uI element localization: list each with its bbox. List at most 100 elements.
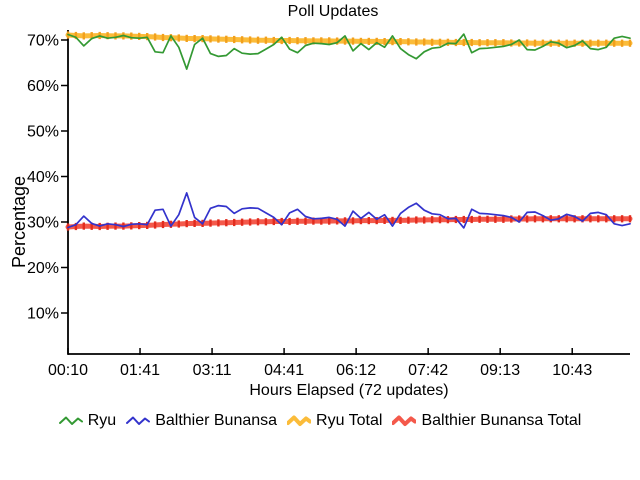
ryu-series bbox=[67, 33, 631, 70]
y-tick-label: 40% bbox=[27, 169, 59, 186]
ryu-total-marker bbox=[565, 39, 568, 47]
ryu-total-marker bbox=[391, 38, 394, 46]
y-axis-label: Percentage bbox=[9, 176, 29, 268]
balthier-bunansa-total-marker bbox=[90, 222, 93, 230]
legend-item-ryu: Ryu bbox=[58, 412, 117, 430]
ryu-total-marker bbox=[510, 39, 513, 47]
ryu-total-legend-line-icon bbox=[287, 415, 312, 426]
balthier-bunansa-total-marker bbox=[549, 215, 552, 223]
ryu-total-marker bbox=[320, 37, 323, 45]
balthier-bunansa-total-marker bbox=[525, 215, 529, 223]
x-tick-label: 01:41 bbox=[120, 362, 160, 379]
ryu-total-marker bbox=[217, 35, 220, 43]
ryu-total-marker bbox=[423, 38, 426, 46]
ryu-total-marker bbox=[248, 36, 252, 44]
ryu-total-marker bbox=[620, 39, 624, 47]
balthier-bunansa-total-marker bbox=[613, 215, 616, 223]
ryu-total-marker bbox=[240, 36, 244, 44]
balthier-bunansa-total-marker bbox=[74, 222, 78, 231]
balthier-bunansa-total-marker bbox=[446, 216, 450, 224]
x-tick-label: 03:11 bbox=[193, 362, 232, 379]
balthier-bunansa-total-marker bbox=[185, 220, 188, 228]
x-tick-label: 00:10 bbox=[48, 362, 88, 379]
y-tick-label: 60% bbox=[27, 78, 59, 95]
balthier-bunansa-total-marker bbox=[533, 215, 537, 223]
x-tick-label: 07:42 bbox=[408, 362, 448, 379]
ryu-total-marker bbox=[541, 39, 545, 47]
ryu-total-series bbox=[65, 31, 633, 47]
balthier-bunansa-total-marker bbox=[288, 217, 291, 226]
balthier-bunansa-total-marker bbox=[573, 215, 576, 223]
balthier-bunansa-total-marker bbox=[320, 217, 323, 225]
balthier-bunansa-total-marker bbox=[470, 215, 473, 224]
balthier-bunansa-total-marker bbox=[541, 215, 545, 223]
ryu-total-marker bbox=[304, 37, 307, 45]
ryu-total-marker bbox=[114, 32, 117, 40]
ryu-total-marker bbox=[573, 39, 576, 47]
ryu-total-marker bbox=[525, 39, 529, 47]
ryu-total-marker bbox=[185, 34, 188, 42]
ryu-total-marker bbox=[613, 39, 616, 47]
ryu-total-marker bbox=[106, 32, 109, 40]
ryu-total-marker bbox=[518, 39, 521, 47]
balthier-bunansa-total-marker bbox=[581, 215, 584, 223]
ryu-total-marker bbox=[193, 35, 196, 43]
legend-item-balthier-bunansa-total: Balthier Bunansa Total bbox=[392, 412, 581, 430]
ryu-total-marker bbox=[415, 38, 418, 46]
balthier-bunansa-total-marker bbox=[375, 217, 378, 225]
legend-label-ryu: Ryu bbox=[87, 412, 117, 429]
balthier-bunansa-total-marker bbox=[256, 218, 260, 226]
balthier-bunansa-total-marker bbox=[193, 219, 196, 227]
ryu-total-marker bbox=[82, 32, 85, 40]
balthier-bunansa-total-marker bbox=[177, 220, 180, 228]
ryu-total-marker bbox=[90, 32, 93, 40]
y-tick-label: 50% bbox=[27, 124, 59, 141]
ryu-total-marker bbox=[478, 39, 481, 47]
ryu-total-marker bbox=[605, 39, 608, 47]
balthier-bunansa-total-marker bbox=[438, 216, 442, 224]
balthier-bunansa-total-marker bbox=[597, 215, 600, 223]
plot-area: 70% 60% 50% 40% 30% 20% 10% 00:10 01:41 03:11 04:4… bbox=[27, 30, 633, 379]
ryu-total-marker bbox=[288, 36, 291, 45]
ryu-total-marker bbox=[533, 39, 537, 47]
ryu-total-marker bbox=[375, 37, 378, 45]
x-tick-label: 04:41 bbox=[264, 362, 304, 379]
balthier-bunansa-total-marker bbox=[391, 216, 394, 224]
ryu-total-marker bbox=[161, 33, 165, 42]
y-tick-label: 30% bbox=[27, 215, 59, 232]
balthier-bunansa-total-marker bbox=[518, 215, 521, 223]
balthier-bunansa-total-marker bbox=[153, 221, 157, 229]
balthier-bunansa-total-line bbox=[65, 216, 633, 230]
balthier-bunansa-total-marker bbox=[233, 218, 236, 227]
balthier-bunansa-total-marker bbox=[130, 222, 133, 230]
balthier-bunansa-total-marker bbox=[589, 215, 592, 223]
chart-legend: Ryu Balthier Bunansa Ryu Total Balthier Bun… bbox=[0, 412, 640, 430]
balthier-bunansa-total-marker bbox=[138, 222, 141, 230]
ryu-total-marker bbox=[328, 37, 331, 45]
ryu-total-marker bbox=[494, 39, 497, 47]
balthier-bunansa-total-marker bbox=[367, 217, 370, 225]
balthier-bunansa-total-marker bbox=[510, 215, 513, 223]
ryu-total-marker bbox=[628, 39, 632, 47]
y-tick-label: 70% bbox=[27, 33, 59, 50]
ryu-total-marker bbox=[407, 38, 410, 46]
ryu-total-marker bbox=[502, 39, 505, 47]
balthier-bunansa-total-marker bbox=[407, 216, 410, 224]
ryu-line bbox=[67, 33, 631, 70]
ryu-total-marker bbox=[256, 36, 260, 44]
balthier-bunansa-total-marker bbox=[415, 216, 418, 224]
ryu-total-marker bbox=[280, 36, 283, 45]
ryu-total-marker bbox=[312, 37, 315, 45]
ryu-total-marker bbox=[296, 37, 299, 45]
balthier-bunansa-total-marker bbox=[248, 218, 252, 226]
ryu-total-marker bbox=[343, 37, 347, 45]
balthier-bunansa-total-marker bbox=[351, 217, 355, 225]
chart-title: Poll Updates bbox=[288, 3, 379, 20]
ryu-total-marker bbox=[486, 39, 489, 47]
balthier-bunansa-total-marker bbox=[399, 216, 402, 224]
ryu-total-marker bbox=[430, 38, 434, 46]
x-axis-label: Hours Elapsed (72 updates) bbox=[249, 382, 448, 399]
ryu-total-marker bbox=[446, 38, 450, 46]
legend-item-balthier-bunansa: Balthier Bunansa bbox=[126, 412, 277, 430]
